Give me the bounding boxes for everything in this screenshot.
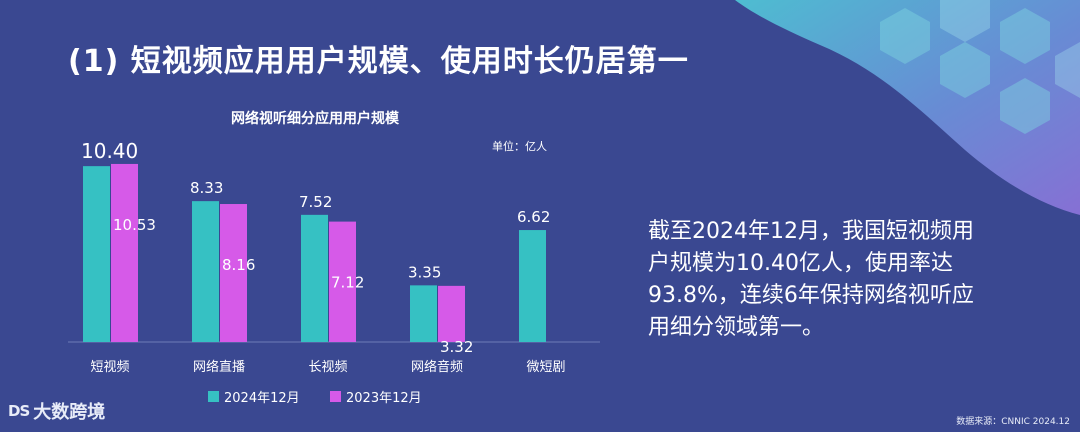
category-label-2: 长视频 bbox=[308, 360, 347, 375]
data-label-1-2: 7.12 bbox=[331, 274, 364, 292]
brand-logo: DS 大数跨境 bbox=[8, 398, 105, 424]
bar-1-3 bbox=[438, 285, 465, 342]
unit-label: 单位：亿人 bbox=[492, 139, 547, 153]
brand-logo-text: 大数跨境 bbox=[33, 402, 106, 423]
data-label-1-0: 10.53 bbox=[113, 216, 156, 234]
data-label-0-2: 7.52 bbox=[299, 193, 332, 211]
summary-text: 截至2024年12月，我国短视频用户规模为10.40亿人，使用率达93.8%，连… bbox=[648, 219, 974, 340]
category-label-0: 短视频 bbox=[90, 360, 129, 375]
data-source-note: 数据来源：CNNIC 2024.12 bbox=[956, 417, 1070, 427]
bar-1-0 bbox=[111, 163, 138, 342]
data-label-1-3: 3.32 bbox=[440, 338, 473, 356]
category-label-3: 网络音频 bbox=[411, 359, 463, 375]
bar-0-1 bbox=[192, 201, 219, 342]
bar-0-0 bbox=[83, 166, 110, 342]
data-label-0-3: 3.35 bbox=[408, 263, 441, 281]
user-scale-bar-chart: 网络视听细分应用用户规模 单位：亿人 10.40 10.53 8.33 8.16 7.5… bbox=[68, 110, 600, 406]
legend: 2024年12月 2023年12月 bbox=[208, 391, 422, 406]
legend-label-0: 2024年12月 bbox=[224, 391, 300, 406]
brand-logo-icon: DS bbox=[8, 402, 30, 420]
category-label-4: 微短剧 bbox=[526, 360, 565, 375]
bar-1-2 bbox=[329, 221, 356, 342]
page-title: (1) 短视频应用用户规模、使用时长仍居第一 bbox=[68, 44, 689, 79]
data-label-0-4: 6.62 bbox=[517, 208, 550, 226]
bar-1-1 bbox=[220, 204, 247, 342]
bar-0-3 bbox=[410, 285, 437, 342]
legend-swatch-0 bbox=[208, 391, 219, 402]
bar-0-2 bbox=[301, 214, 328, 342]
legend-swatch-1 bbox=[330, 391, 341, 402]
data-label-0-1: 8.33 bbox=[190, 179, 223, 197]
legend-label-1: 2023年12月 bbox=[346, 391, 422, 406]
data-label-0-0: 10.40 bbox=[81, 139, 138, 163]
bars-group: 10.40 10.53 8.33 8.16 7.52 7.12 3.35 3.32 6.62 bbox=[81, 139, 550, 356]
category-labels: 短视频 网络直播 长视频 网络音频 微短剧 bbox=[90, 359, 565, 375]
data-label-1-1: 8.16 bbox=[222, 256, 255, 274]
category-label-1: 网络直播 bbox=[193, 359, 245, 375]
bar-0-4 bbox=[519, 230, 546, 342]
chart-title: 网络视听细分应用用户规模 bbox=[231, 110, 400, 127]
